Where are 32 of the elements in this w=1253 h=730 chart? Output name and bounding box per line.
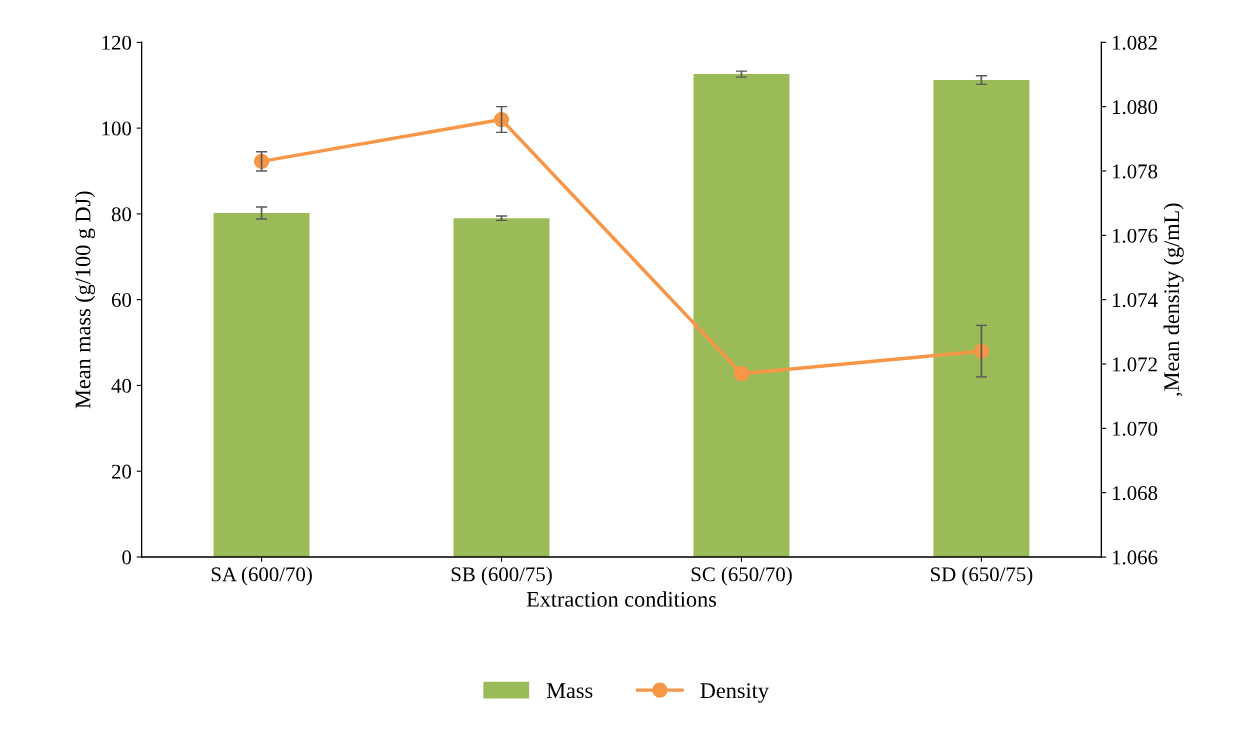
y2-tick-label: 1.068 xyxy=(1112,486,1158,501)
point xyxy=(973,343,990,359)
legend-label: Density xyxy=(700,683,769,703)
bar xyxy=(693,74,790,557)
y-tick-label: 0 xyxy=(122,550,132,565)
y-tick-label: 60 xyxy=(111,293,132,308)
y-tick-label: 120 xyxy=(102,35,132,50)
x-tick-label: SC (650/70) xyxy=(691,566,792,586)
bar xyxy=(933,80,1030,557)
y2-tick-label: 1.074 xyxy=(1112,293,1158,308)
x-tick-label: SD (650/75) xyxy=(931,566,1033,586)
y2-tick-label: 1.082 xyxy=(1112,35,1157,50)
legend-label: Mass xyxy=(546,683,593,699)
x-tick-label: SA (600/70) xyxy=(211,566,312,586)
y2-tick-label: 1.066 xyxy=(1112,550,1158,565)
y2-axis-title: ,Mean density (g/mL) xyxy=(1163,203,1184,397)
y2-tick-label: 1.080 xyxy=(1112,100,1158,115)
x-axis-title: Extraction conditions xyxy=(526,591,717,607)
y-tick-label: 100 xyxy=(102,121,132,136)
y2-tick-label: 1.072 xyxy=(1112,357,1157,372)
point xyxy=(733,366,750,382)
y-axis-title: Mean mass (g/100 g DJ) xyxy=(74,191,96,409)
y2-tick-label: 1.070 xyxy=(1112,421,1158,436)
y2-tick-label: 1.078 xyxy=(1112,164,1158,179)
bar xyxy=(453,218,550,557)
y2-tick-label: 1.076 xyxy=(1112,228,1158,243)
bar xyxy=(213,213,310,557)
y-tick-label: 80 xyxy=(111,207,132,222)
y-tick-label: 40 xyxy=(111,378,132,393)
y-tick-label: 20 xyxy=(111,464,132,479)
x-tick-label: SB (600/75) xyxy=(451,566,552,586)
point xyxy=(493,111,510,128)
